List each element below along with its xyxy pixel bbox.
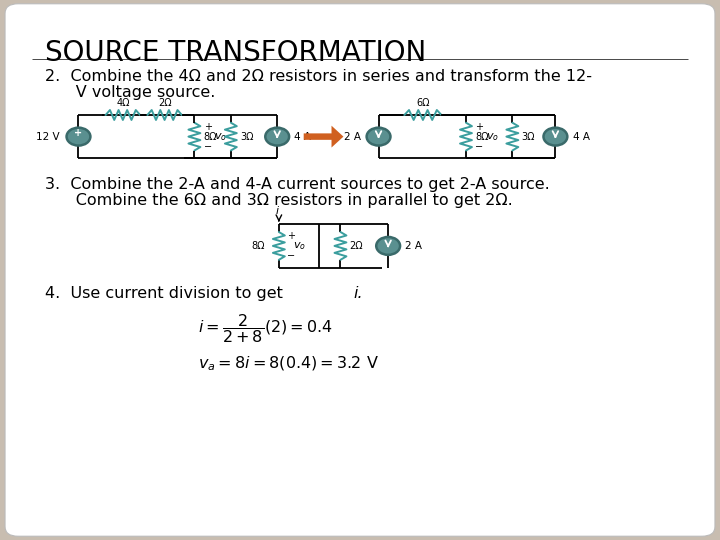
Text: V voltage source.: V voltage source. — [45, 85, 216, 100]
Text: 2 A: 2 A — [344, 132, 361, 141]
Text: 8Ω: 8Ω — [251, 241, 264, 251]
Text: 2Ω: 2Ω — [350, 241, 364, 251]
Text: 4.  Use current division to get: 4. Use current division to get — [45, 286, 288, 301]
Text: 2.  Combine the 4Ω and 2Ω resistors in series and transform the 12-: 2. Combine the 4Ω and 2Ω resistors in se… — [45, 69, 593, 84]
Text: +: + — [74, 128, 83, 138]
Text: 4 A: 4 A — [572, 132, 590, 141]
Circle shape — [265, 127, 289, 146]
Circle shape — [377, 237, 400, 255]
Text: −: − — [204, 141, 212, 152]
Text: 12 V: 12 V — [36, 132, 60, 141]
Text: 2 A: 2 A — [405, 241, 423, 251]
Text: 3Ω: 3Ω — [240, 132, 253, 141]
Text: $v_o$: $v_o$ — [294, 240, 307, 252]
Text: −: − — [475, 141, 483, 152]
Text: 4Ω: 4Ω — [116, 98, 130, 108]
Text: 8Ω: 8Ω — [475, 132, 489, 141]
Circle shape — [66, 127, 91, 146]
Text: $v_o$: $v_o$ — [215, 131, 228, 143]
Text: $i = \dfrac{2}{2+8}(2) = 0.4$: $i = \dfrac{2}{2+8}(2) = 0.4$ — [198, 312, 333, 345]
Text: $v_a = 8i = 8(0.4) = 3.2\ \mathrm{V}$: $v_a = 8i = 8(0.4) = 3.2\ \mathrm{V}$ — [198, 354, 379, 373]
Circle shape — [366, 127, 390, 146]
Text: 4 A: 4 A — [294, 132, 312, 141]
Text: +: + — [475, 122, 483, 132]
Text: +: + — [204, 122, 212, 132]
Text: 3.  Combine the 2-A and 4-A current sources to get 2-A source.: 3. Combine the 2-A and 4-A current sourc… — [45, 177, 550, 192]
Text: i: i — [276, 206, 279, 216]
Text: 8Ω: 8Ω — [204, 132, 217, 141]
Circle shape — [544, 127, 567, 146]
Polygon shape — [304, 126, 343, 147]
Text: −: − — [287, 251, 295, 261]
Text: 2Ω: 2Ω — [158, 98, 171, 108]
Text: SOURCE TRANSFORMATION: SOURCE TRANSFORMATION — [45, 39, 427, 67]
Text: 6Ω: 6Ω — [416, 98, 430, 108]
Text: 3Ω: 3Ω — [521, 132, 535, 141]
Text: +: + — [287, 231, 294, 241]
Text: Combine the 6Ω and 3Ω resistors in parallel to get 2Ω.: Combine the 6Ω and 3Ω resistors in paral… — [45, 193, 513, 208]
Text: i.: i. — [354, 286, 363, 301]
Text: $v_o$: $v_o$ — [486, 131, 499, 143]
